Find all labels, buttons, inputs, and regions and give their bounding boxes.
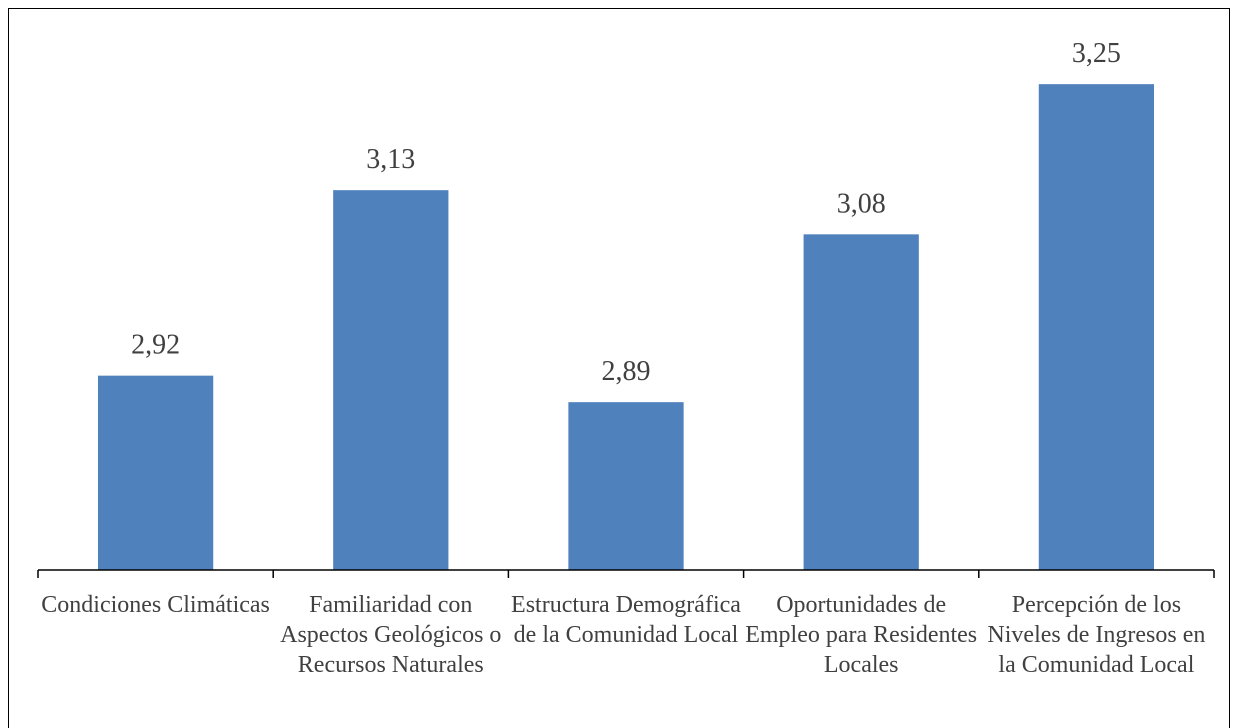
bar	[97, 375, 214, 570]
x-tick-label: Estructura Demográfica de la Comunidad L…	[511, 592, 741, 648]
value-label: 3,08	[837, 188, 886, 219]
bar	[803, 234, 919, 571]
x-tick-label: Condiciones Climáticas	[41, 592, 270, 618]
bar	[568, 402, 684, 570]
value-label: 3,13	[366, 144, 415, 175]
bar	[1038, 84, 1155, 571]
x-tick-label: Percepción de los Niveles de Ingresos en…	[987, 592, 1206, 678]
bar	[333, 190, 449, 570]
x-tick-label: Oportunidades de Empleo para Residentes …	[745, 592, 978, 678]
value-label: 2,92	[131, 330, 180, 361]
chart-frame	[8, 8, 1230, 728]
value-label: 2,89	[602, 356, 651, 387]
x-tick-label: Familiaridad con Aspectos Geológicos o R…	[280, 592, 502, 678]
value-label: 3,25	[1072, 38, 1121, 69]
